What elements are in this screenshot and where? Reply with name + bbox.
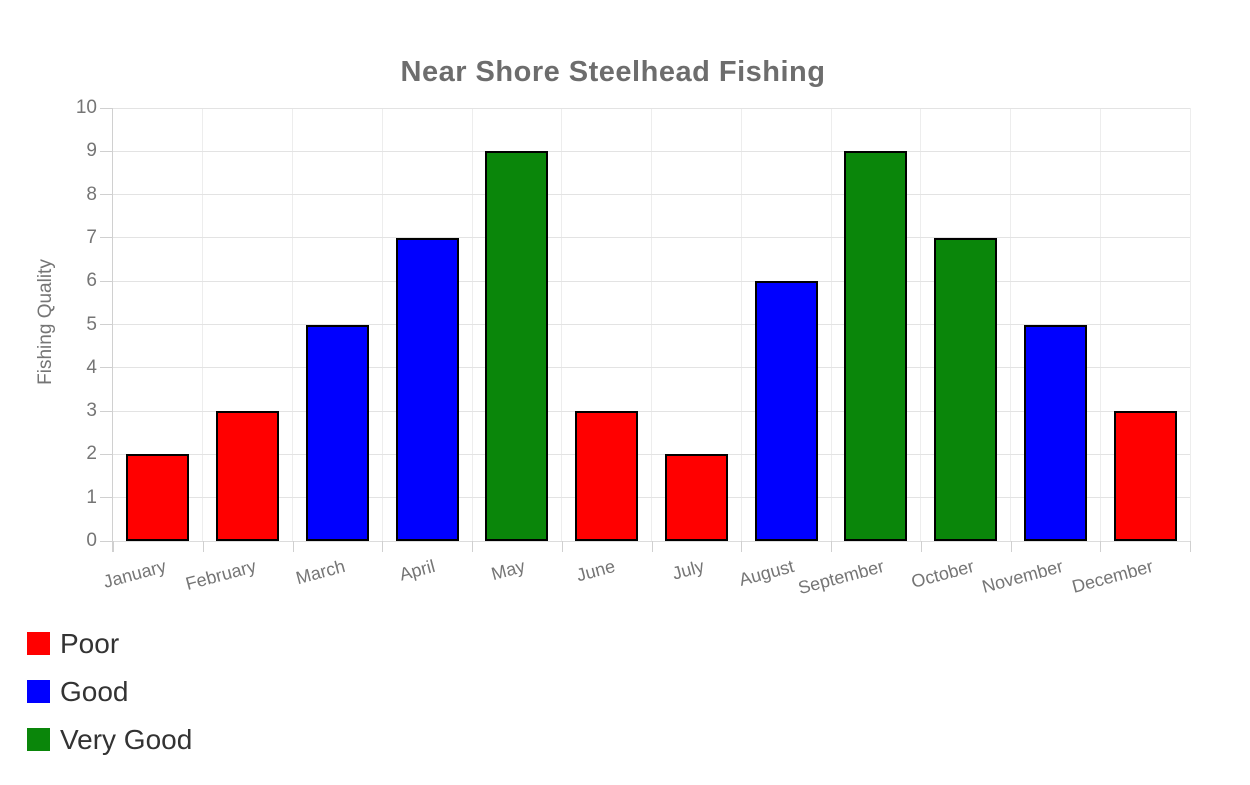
gridline-horizontal (113, 237, 1190, 239)
x-axis-tick (202, 541, 204, 552)
x-axis-tick (472, 541, 473, 552)
x-axis-tick (741, 541, 743, 552)
y-tick-label: 9 (86, 140, 97, 162)
bar-october[interactable] (934, 237, 998, 541)
x-axis-tick (651, 541, 653, 552)
x-axis-tick (1190, 541, 1191, 552)
legend-label-good: Good (60, 676, 129, 707)
gridline-horizontal (113, 497, 1190, 499)
bar-july[interactable] (664, 454, 728, 541)
x-axis-tick (292, 541, 294, 552)
gridline-horizontal (113, 280, 1190, 282)
gridline-horizontal (113, 107, 1190, 109)
y-axis-line (112, 108, 113, 552)
y-tick-label: 5 (86, 313, 97, 335)
y-axis-tick (100, 453, 112, 455)
gridline-vertical (1189, 108, 1191, 541)
y-tick-label: 4 (86, 356, 97, 378)
y-tick-label: 0 (86, 530, 97, 551)
y-tick-label: 7 (86, 226, 97, 248)
x-axis-tick (382, 541, 384, 552)
legend-item-very-good: Very Good (27, 724, 193, 755)
gridline-horizontal (113, 324, 1190, 325)
y-tick-label: 6 (86, 270, 97, 292)
gridline-horizontal (113, 410, 1190, 412)
gridline-horizontal (113, 367, 1190, 369)
y-axis-tick (100, 150, 112, 152)
x-axis-tick (561, 541, 563, 552)
bar-january[interactable] (126, 454, 190, 541)
bar-november[interactable] (1023, 324, 1087, 541)
y-axis-tick (100, 410, 112, 412)
y-axis-tick (100, 324, 112, 325)
gridline-horizontal (113, 453, 1190, 455)
x-axis-tick (1010, 541, 1012, 552)
legend-item-poor: Poor (27, 628, 192, 659)
bar-december[interactable] (1113, 411, 1177, 541)
bar-february[interactable] (216, 411, 280, 541)
y-axis-tick (100, 194, 112, 196)
y-axis-tick (100, 497, 112, 499)
y-axis-tick (100, 367, 112, 369)
bar-april[interactable] (395, 237, 459, 541)
legend-item-good: Good (27, 676, 192, 707)
x-axis-tick (113, 541, 114, 552)
y-tick-label: 1 (86, 486, 97, 508)
y-tick-label: 8 (86, 183, 97, 205)
y-axis-tick (100, 540, 112, 542)
legend-label-very-good: Very Good (60, 724, 193, 755)
gridline-horizontal (113, 150, 1190, 152)
x-axis-tick (920, 541, 922, 552)
bar-september[interactable] (844, 151, 908, 541)
y-axis-tick (100, 107, 112, 109)
x-axis-tick (1100, 541, 1102, 552)
bar-may[interactable] (485, 151, 549, 541)
y-tick-label: 2 (86, 443, 97, 465)
y-axis-tick (100, 237, 112, 239)
bar-march[interactable] (305, 324, 369, 541)
legend-swatch-good (27, 680, 50, 703)
bar-august[interactable] (754, 281, 818, 541)
gridline-horizontal (113, 194, 1190, 196)
y-tick-label: 3 (86, 400, 97, 422)
y-tick-label: 10 (75, 97, 97, 118)
legend: Poor Good Very Good (27, 628, 193, 776)
chart-title: Near Shore Steelhead Fishing (400, 56, 826, 88)
legend-label-poor: Poor (60, 628, 120, 659)
legend-swatch-very-good (27, 728, 50, 751)
x-axis-tick (831, 541, 832, 552)
plot-area (113, 107, 1191, 542)
bar-june[interactable] (575, 411, 639, 541)
legend-swatch-poor (27, 632, 50, 655)
y-axis-tick (100, 280, 112, 282)
